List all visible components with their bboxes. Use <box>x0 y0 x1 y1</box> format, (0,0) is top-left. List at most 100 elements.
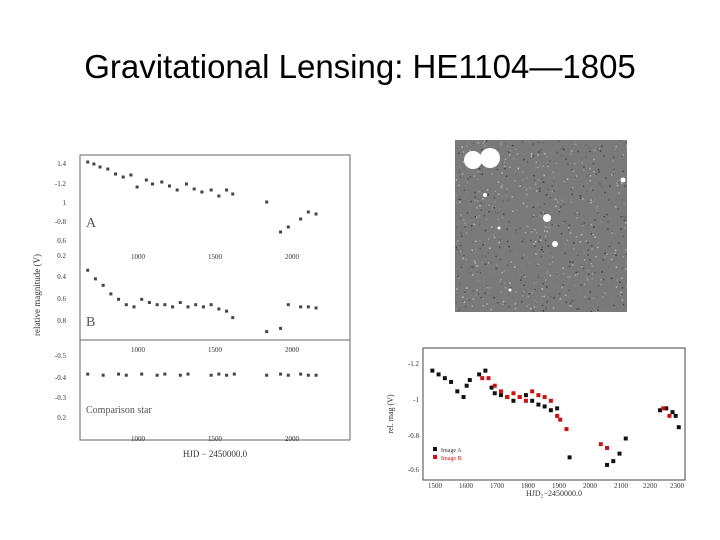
noise-pixel <box>600 185 603 188</box>
noise-pixel <box>528 291 530 293</box>
noise-pixel <box>502 303 504 306</box>
noise-pixel <box>456 201 458 204</box>
noise-pixel <box>486 303 488 305</box>
noise-pixel <box>559 206 562 208</box>
noise-pixel <box>535 303 537 305</box>
noise-pixel <box>593 174 596 176</box>
noise-pixel <box>587 242 589 244</box>
noise-pixel <box>530 153 533 155</box>
noise-pixel <box>502 204 504 207</box>
noise-pixel <box>620 290 622 292</box>
noise-pixel <box>548 226 551 229</box>
data-point-a <box>160 180 164 184</box>
noise-pixel <box>576 308 578 310</box>
noise-pixel <box>516 209 518 211</box>
noise-pixel <box>503 251 506 253</box>
noise-pixel <box>492 234 495 236</box>
ytick-a: 1.4 <box>57 160 66 168</box>
noise-pixel <box>505 175 508 177</box>
noise-pixel <box>510 261 512 263</box>
noise-pixel <box>554 250 557 252</box>
noise-pixel <box>563 221 565 223</box>
noise-pixel <box>486 286 488 289</box>
noise-pixel <box>574 143 577 146</box>
noise-pixel <box>540 239 542 241</box>
noise-pixel <box>501 141 503 143</box>
noise-pixel <box>617 278 620 280</box>
noise-pixel <box>521 171 524 174</box>
noise-pixel <box>532 143 535 145</box>
noise-pixel <box>624 191 627 194</box>
noise-pixel <box>503 165 506 168</box>
data-point-image-b <box>558 417 563 422</box>
noise-pixel <box>543 214 545 216</box>
noise-pixel <box>559 298 562 300</box>
noise-pixel <box>588 307 590 309</box>
noise-pixel <box>455 301 457 304</box>
left-xlabel: HJD − 2450000.0 <box>183 449 248 459</box>
noise-pixel <box>597 169 600 171</box>
noise-pixel <box>621 199 624 201</box>
noise-pixel <box>540 300 543 303</box>
noise-pixel <box>529 187 531 189</box>
noise-pixel <box>460 202 462 205</box>
data-point-comparison-star <box>140 372 144 376</box>
noise-pixel <box>611 243 613 245</box>
noise-pixel <box>508 293 510 296</box>
noise-pixel <box>590 223 593 226</box>
noise-pixel <box>459 166 461 168</box>
noise-pixel <box>513 158 515 160</box>
noise-pixel <box>469 150 471 152</box>
data-point-comparison-star <box>286 373 290 377</box>
noise-pixel <box>568 153 570 155</box>
noise-pixel <box>537 281 539 283</box>
noise-pixel <box>484 292 486 294</box>
noise-pixel <box>582 185 584 188</box>
noise-pixel <box>468 267 470 269</box>
noise-pixel <box>522 202 525 205</box>
noise-pixel <box>480 209 483 211</box>
noise-pixel <box>584 274 586 277</box>
data-point-b <box>109 292 113 296</box>
noise-pixel <box>464 226 466 228</box>
data-point-comparison-star <box>217 372 221 376</box>
noise-pixel <box>480 296 482 299</box>
noise-pixel <box>550 152 553 154</box>
noise-pixel <box>474 199 476 202</box>
noise-pixel <box>552 261 554 263</box>
noise-pixel <box>607 303 609 305</box>
noise-pixel <box>471 249 473 251</box>
noise-pixel <box>597 285 600 287</box>
noise-pixel <box>620 291 622 294</box>
noise-pixel <box>619 278 622 280</box>
noise-pixel <box>470 225 473 227</box>
noise-pixel <box>550 296 552 298</box>
data-point-image-a <box>664 406 669 411</box>
noise-pixel <box>455 175 457 177</box>
noise-pixel <box>521 179 524 181</box>
noise-pixel <box>494 237 496 239</box>
noise-pixel <box>614 148 616 151</box>
legend-marker-image-a <box>433 447 437 451</box>
noise-pixel <box>472 266 474 268</box>
noise-pixel <box>478 190 480 193</box>
data-point-b <box>124 303 128 307</box>
noise-pixel <box>586 200 588 202</box>
noise-pixel <box>582 230 585 233</box>
data-point-image-a <box>483 368 488 373</box>
noise-pixel <box>589 175 592 177</box>
noise-pixel <box>538 157 540 160</box>
noise-pixel <box>464 305 467 308</box>
noise-pixel <box>578 211 581 213</box>
noise-pixel <box>579 191 582 194</box>
noise-pixel <box>487 193 490 196</box>
noise-pixel <box>536 232 538 234</box>
noise-pixel <box>612 160 614 162</box>
noise-pixel <box>594 219 596 221</box>
noise-pixel <box>499 246 501 249</box>
noise-pixel <box>569 276 571 278</box>
noise-pixel <box>492 207 494 210</box>
right-data-points <box>430 368 681 467</box>
noise-pixel <box>464 222 466 224</box>
data-point-a <box>106 167 110 171</box>
